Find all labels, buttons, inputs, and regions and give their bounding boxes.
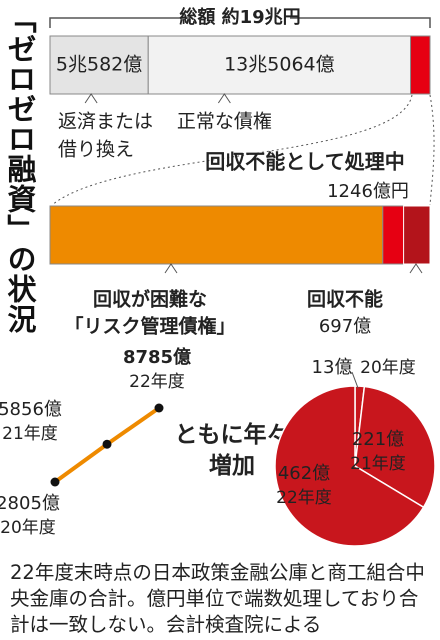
value-label: 13億 (312, 357, 353, 378)
label: 697億 (319, 316, 371, 337)
label: 「リスク管理債権」 (64, 315, 235, 338)
bar-segment (147, 35, 412, 95)
bar-segment (403, 205, 431, 265)
value-label: 462億 (278, 463, 330, 484)
category-label: 22年度 (276, 488, 332, 508)
label: 1246億円 (327, 181, 409, 202)
pointer (217, 93, 231, 104)
value-label: 5856億 (0, 399, 62, 420)
category-label: 21年度 (350, 454, 406, 474)
pie-slice (274, 385, 425, 547)
segment-name: 借り換え (58, 139, 134, 161)
bar-segment (49, 35, 149, 95)
label: 回収不能 (307, 288, 383, 311)
segment-name: 返済または (58, 111, 153, 133)
pointer (164, 263, 178, 274)
category-label: 21年度 (2, 424, 58, 444)
pointer (84, 93, 98, 104)
value-label: 8785億 (123, 346, 191, 368)
label: 総額 約19兆円 (179, 6, 300, 28)
point (154, 403, 164, 413)
category-label: 20年度 (0, 518, 56, 538)
bar-segment (410, 35, 431, 95)
zoom-line (51, 94, 413, 206)
bracket (49, 17, 431, 28)
point (102, 439, 112, 449)
segment-name: 正常な債権 (177, 111, 272, 133)
value-label: 5兆582億 (56, 54, 142, 76)
leader (351, 371, 359, 389)
zoom-line (429, 94, 435, 206)
footnote: 22年度末時点の日本政策金融公庫と商工組合中央金庫の合計。億円単位で端数処理して… (10, 561, 425, 636)
value-label: 221億 (352, 429, 404, 450)
label: 回収が困難な (93, 288, 207, 311)
label: 回収不能として処理中 (205, 150, 404, 174)
annotation: ともに年々 (175, 421, 290, 448)
value-label: 13兆5064億 (224, 54, 335, 76)
annotation: 増加 (209, 452, 255, 479)
title: 「ゼロゼロ融資」の状況 (3, 4, 37, 334)
pointer (409, 263, 423, 274)
pie-slice (354, 385, 436, 509)
value-label: 2805億 (0, 493, 60, 514)
point (50, 477, 60, 487)
category-label: 22年度 (129, 372, 185, 392)
bar-segment (49, 205, 384, 265)
category-label: 20年度 (360, 358, 416, 378)
